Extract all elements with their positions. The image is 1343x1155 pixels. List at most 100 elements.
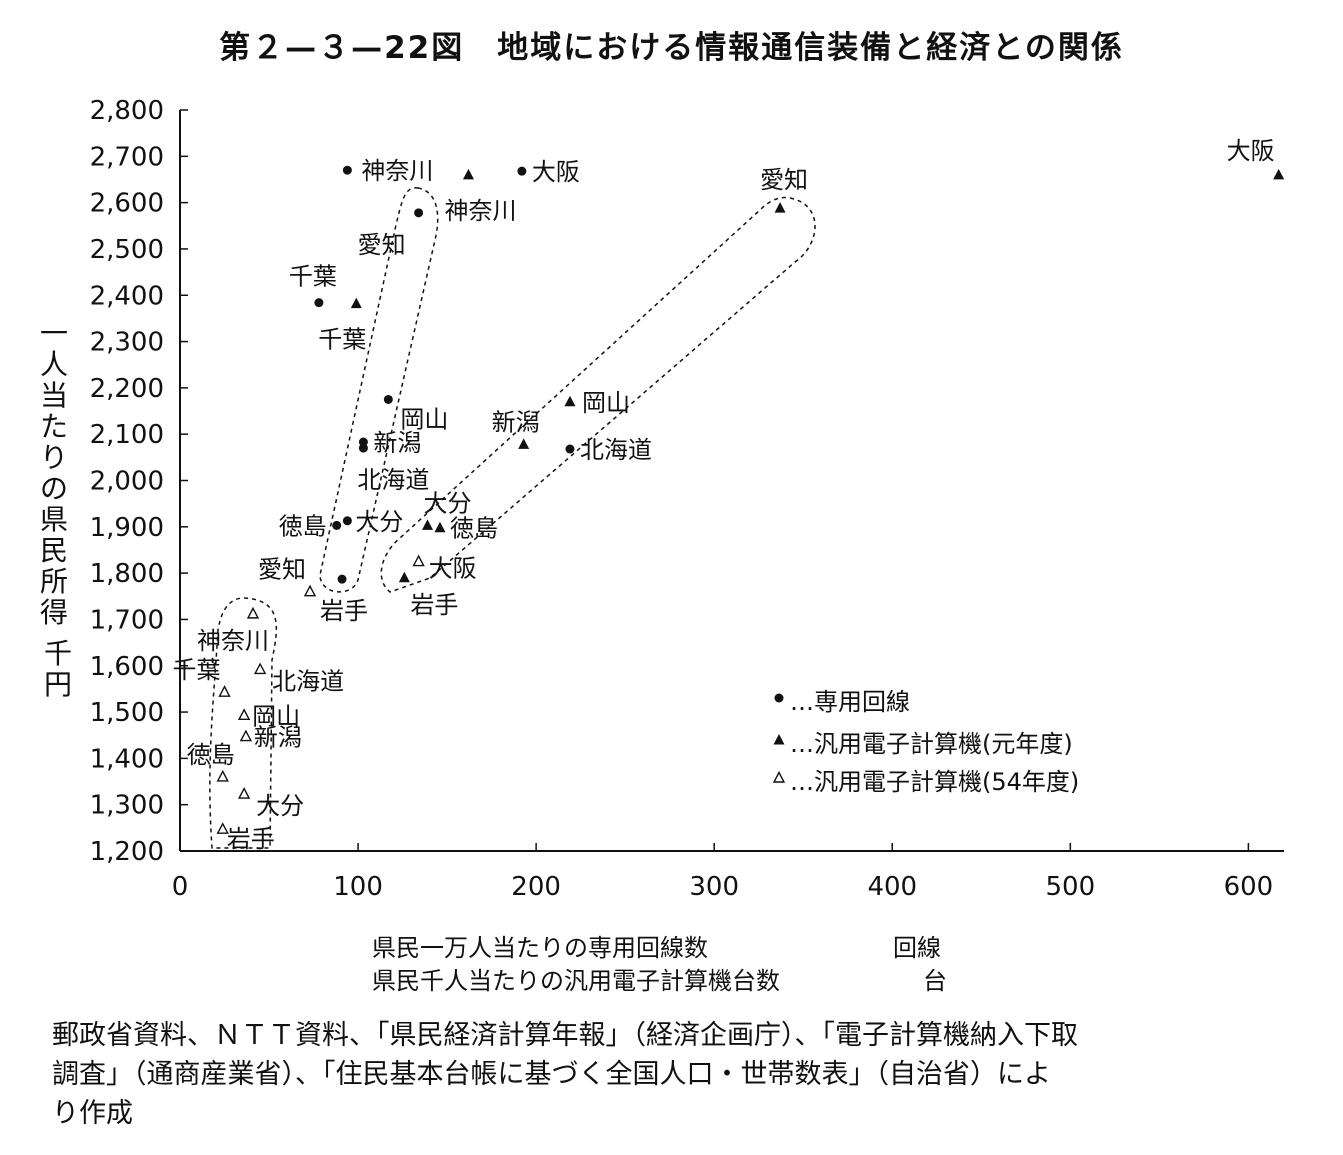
y-tick-label: 1,600 <box>90 652 164 682</box>
data-point-label: 新潟 <box>492 408 540 436</box>
y-tick-label: 1,300 <box>90 791 164 821</box>
data-point-marker <box>342 165 352 175</box>
legend-label: 専用回線 <box>814 688 910 716</box>
data-point-marker <box>517 166 527 176</box>
x-axis-label-lines: 県民一万人当たりの専用回線数 <box>372 934 708 962</box>
y-tick-label: 2,800 <box>90 96 164 126</box>
y-tick-label: 1,900 <box>90 513 164 543</box>
y-axis-unit: 千円 <box>43 637 72 701</box>
x-tick-label: 500 <box>1046 872 1096 902</box>
data-point-label: 岩手 <box>320 597 368 625</box>
data-point-label: 大阪 <box>1227 137 1275 165</box>
data-point-label: 大阪 <box>532 158 580 186</box>
data-point-marker <box>337 574 347 584</box>
y-tick-label: 2,000 <box>90 467 164 497</box>
data-point-label: 千葉 <box>173 656 221 684</box>
data-point-marker <box>1273 168 1285 180</box>
data-point-marker <box>564 395 576 407</box>
data-point-label: 大分 <box>355 508 403 536</box>
y-tick-label: 2,300 <box>90 328 164 358</box>
y-tick-label: 2,600 <box>90 189 164 219</box>
data-point-label: 神奈川 <box>197 627 269 655</box>
legend-dots: … <box>790 730 814 758</box>
y-tick-label: 1,700 <box>90 605 164 635</box>
x-tick-label: 200 <box>511 872 561 902</box>
data-point-marker <box>303 584 317 597</box>
data-point-label: 大分 <box>256 792 304 820</box>
data-point-marker <box>237 708 251 721</box>
data-point-label: 新潟 <box>254 724 302 752</box>
data-point-label: 北海道 <box>272 667 344 695</box>
data-point-label: 大分 <box>424 489 472 517</box>
x-axis-unit-lines: 回線 <box>893 934 941 962</box>
x-tick-label: 100 <box>333 872 383 902</box>
y-axis-label: 一人当たりの県民所得 <box>39 317 68 629</box>
y-tick-label: 2,500 <box>90 235 164 265</box>
y-tick-label: 1,400 <box>90 744 164 774</box>
data-point-label: 徳島 <box>279 512 327 540</box>
data-point-marker <box>358 443 368 453</box>
x-tick-label: 600 <box>1224 872 1274 902</box>
data-point-marker <box>518 438 530 449</box>
source-line: 調査」（通商産業省）、「住民基本台帳に基づく全国人口・世帯数表」（自治省）によ <box>52 1059 1051 1090</box>
data-point-label: 北海道 <box>580 436 652 464</box>
data-point-marker <box>314 298 324 308</box>
data-point-label: 愛知 <box>358 231 406 259</box>
data-point-marker <box>383 394 393 404</box>
legend-marker <box>773 734 785 745</box>
chart-title: 第２—３—22図 地域における情報通信装備と経済との関係 <box>219 30 1124 66</box>
data-point-label: 岩手 <box>227 825 275 853</box>
legend-marker <box>774 693 784 703</box>
legend-label: 汎用電子計算機(元年度) <box>814 730 1073 758</box>
group-outline-lines <box>319 187 439 593</box>
data-point-marker <box>462 168 474 180</box>
data-point-marker <box>246 606 260 619</box>
data-point-label: 徳島 <box>450 515 498 543</box>
legend-marker <box>772 770 786 783</box>
data-point-label: 北海道 <box>357 466 429 494</box>
data-point-label: 岡山 <box>252 702 300 730</box>
legend-item-computers-h1: …汎用電子計算機(元年度) <box>790 724 1073 759</box>
data-point-label: 大阪 <box>429 555 477 583</box>
data-point-marker <box>342 516 352 526</box>
source-line: 郵政省資料、ＮＴＴ資料、「県民経済計算年報」（経済企画庁）、「電子計算機納入下取 <box>52 1020 1078 1051</box>
data-point-marker <box>332 520 342 530</box>
legend-item-computers-s54: …汎用電子計算機(54年度) <box>790 762 1079 797</box>
data-point-label: 新潟 <box>373 429 421 457</box>
x-axis-label-computers: 県民千人当たりの汎用電子計算機台数 <box>372 967 780 995</box>
data-point-marker <box>237 787 251 799</box>
y-tick-label: 2,100 <box>90 420 164 450</box>
data-point-marker <box>218 685 231 697</box>
data-point-marker <box>414 208 424 218</box>
data-point-label: 千葉 <box>318 326 366 354</box>
legend-dots: … <box>790 768 814 796</box>
group-outline-computers-h1 <box>380 196 816 593</box>
data-point-marker <box>434 521 446 533</box>
x-tick-label: 0 <box>172 872 189 902</box>
data-point-marker <box>350 297 362 309</box>
y-tick-label: 1,800 <box>90 559 164 589</box>
y-tick-label: 2,400 <box>90 281 164 311</box>
data-point-label: 神奈川 <box>444 197 516 225</box>
data-point-marker <box>565 444 575 454</box>
source-line: り作成 <box>52 1098 133 1129</box>
y-tick-label: 2,200 <box>90 374 164 404</box>
legend-item-lines: …専用回線 <box>790 682 910 717</box>
data-point-label: 岡山 <box>582 389 630 417</box>
source-note: 郵政省資料、ＮＴＴ資料、「県民経済計算年報」（経済企画庁）、「電子計算機納入下取… <box>52 1016 1282 1133</box>
x-axis-unit-computers: 台 <box>923 967 947 995</box>
y-tick-label: 1,500 <box>90 698 164 728</box>
legend-dots: … <box>790 688 814 716</box>
x-tick-label: 400 <box>867 872 917 902</box>
data-point-marker <box>216 822 229 834</box>
data-point-label: 愛知 <box>760 166 808 194</box>
data-point-label: 岩手 <box>410 591 458 619</box>
data-point-marker <box>422 519 434 530</box>
data-point-marker <box>253 662 267 675</box>
data-point-marker <box>398 571 410 583</box>
data-point-marker <box>216 769 229 782</box>
data-point-label: 千葉 <box>289 263 337 291</box>
data-point-marker <box>239 729 253 742</box>
data-point-label: 岡山 <box>400 405 448 433</box>
